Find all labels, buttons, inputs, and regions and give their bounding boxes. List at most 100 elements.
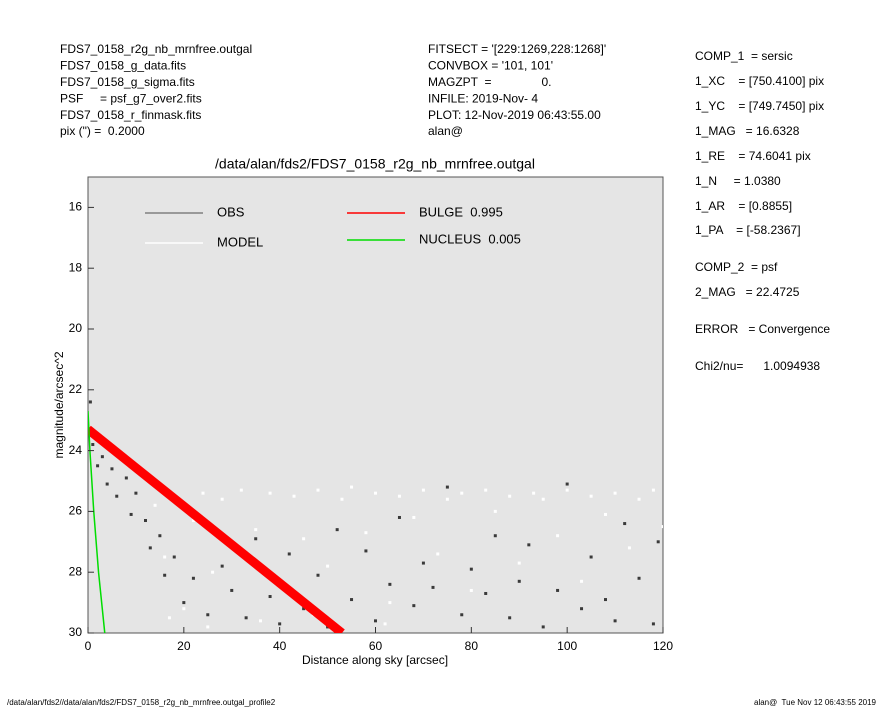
parameter-line: 1_N = 1.0380 [695, 174, 781, 188]
data-point [508, 616, 512, 620]
data-point [436, 552, 440, 556]
data-point [244, 616, 248, 620]
header-left-line: PSF = psf_g7_over2.fits [60, 91, 202, 105]
data-point [153, 503, 157, 507]
data-point [651, 488, 655, 492]
parameter-line: 1_YC = [749.7450] pix [695, 99, 824, 113]
profile-line [88, 425, 345, 633]
data-point [230, 588, 234, 592]
y-tick-label: 28 [69, 564, 83, 578]
parameter-line: ERROR = Convergence [695, 322, 830, 336]
data-point [163, 573, 167, 577]
y-tick-label: 18 [69, 260, 83, 274]
data-point [254, 528, 258, 532]
header-left-line: FDS7_0158_r_finmask.fits [60, 108, 201, 122]
y-axis-label: magnitude/arcsec^2 [52, 351, 66, 458]
header-middle-line: INFILE: 2019-Nov- 4 [428, 91, 538, 105]
header-left-line: FDS7_0158_g_sigma.fits [60, 75, 195, 89]
data-point [484, 488, 488, 492]
data-point [556, 534, 560, 538]
x-tick-label: 80 [465, 639, 479, 653]
data-point [292, 494, 296, 498]
y-tick-label: 20 [69, 321, 83, 335]
data-point [493, 509, 497, 513]
data-point [517, 561, 521, 565]
data-point [388, 601, 392, 605]
plot-marks [88, 400, 663, 633]
data-point [445, 497, 449, 501]
data-point [541, 497, 545, 501]
data-point [350, 485, 354, 489]
data-point [191, 576, 195, 580]
parameter-line: 2_MAG = 22.4725 [695, 285, 800, 299]
data-point [206, 613, 210, 617]
legend-label: OBS [217, 204, 245, 219]
data-point [484, 591, 488, 595]
header-left-line: pix (") = 0.2000 [60, 124, 145, 138]
footer-stamp: alan@ Tue Nov 12 06:43:55 2019 [754, 698, 877, 707]
data-point [445, 485, 449, 489]
data-point [163, 555, 167, 559]
parameter-line: 1_RE = 74.6041 pix [695, 149, 811, 163]
data-point [201, 491, 205, 495]
data-point [278, 622, 282, 626]
data-point [96, 464, 100, 468]
header-middle-line: CONVBOX = '101, 101' [428, 59, 553, 73]
y-tick-label: 30 [69, 625, 83, 639]
data-point [182, 601, 186, 605]
legend-label: NUCLEUS 0.005 [419, 231, 521, 246]
data-point [144, 519, 147, 523]
data-point [556, 588, 560, 592]
data-point [268, 491, 272, 495]
footer-path: /data/alan/fds2//data/alan/fds2/FDS7_015… [7, 698, 276, 707]
data-point [364, 531, 368, 535]
y-tick-label: 24 [69, 443, 83, 457]
x-tick-label: 60 [369, 639, 383, 653]
plot-area [87, 176, 664, 634]
header-middle-line: alan@ [428, 124, 463, 138]
data-point [460, 491, 464, 495]
data-point [374, 619, 377, 623]
y-tick-label: 16 [69, 200, 83, 214]
data-point [91, 443, 95, 447]
data-point [287, 552, 291, 556]
data-point [110, 467, 114, 471]
data-point [580, 607, 584, 611]
parameter-line: COMP_1 = sersic [695, 49, 793, 63]
data-point [508, 494, 512, 498]
data-point [326, 564, 330, 568]
header-middle-line: PLOT: 12-Nov-2019 06:43:55.00 [428, 108, 601, 122]
legend-label: BULGE 0.995 [419, 204, 503, 219]
header-left-line: FDS7_0158_g_data.fits [60, 59, 186, 73]
y-tick-label: 22 [69, 382, 83, 396]
data-point [350, 598, 354, 602]
data-point [374, 491, 377, 495]
data-point [239, 488, 243, 492]
data-point [302, 607, 306, 611]
data-point [604, 512, 607, 516]
data-point [129, 512, 133, 516]
data-point [613, 619, 617, 623]
data-point [661, 525, 663, 529]
x-tick-label: 0 [85, 639, 92, 653]
header-middle-line: MAGZPT = 0. [428, 75, 551, 89]
header-left-line: FDS7_0158_r2g_nb_mrnfree.outgal [60, 42, 252, 56]
data-point [167, 616, 171, 620]
data-point [134, 491, 138, 495]
parameter-line: Chi2/nu= 1.0094938 [695, 359, 820, 373]
data-point [637, 576, 641, 580]
x-tick-label: 100 [557, 639, 577, 653]
data-point [412, 604, 416, 608]
data-point [364, 549, 368, 553]
data-point [412, 515, 416, 519]
data-point [268, 595, 272, 599]
data-point [100, 455, 104, 459]
data-point [388, 582, 392, 586]
data-point [105, 482, 109, 486]
y-tick-label: 26 [69, 504, 83, 518]
x-tick-label: 20 [177, 639, 191, 653]
data-point [532, 491, 536, 495]
data-point [191, 519, 195, 523]
x-axis-label: Distance along sky [arcsec] [302, 653, 448, 667]
data-point [172, 555, 176, 559]
